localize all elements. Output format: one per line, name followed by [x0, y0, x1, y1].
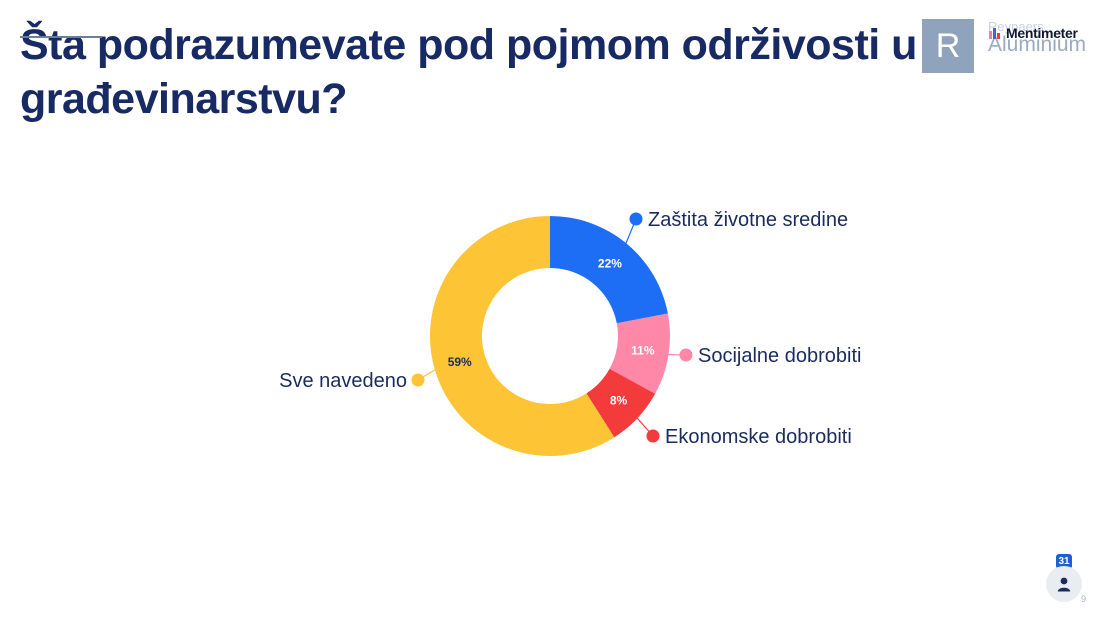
value-label-zastita-zivotne-sredine: 22% [598, 257, 622, 271]
slice-sve-navedeno [429, 216, 615, 456]
legend-label-zastita-zivotne-sredine: Zaštita životne sredine [648, 209, 848, 231]
legend-label-socijalne-dobrobiti: Socijalne dobrobiti [698, 345, 861, 367]
value-label-socijalne-dobrobiti: 11% [631, 344, 655, 358]
brand-logo-mark: R [922, 19, 974, 73]
logo-ghost-text: Reynaers [988, 19, 1044, 34]
participant-count-badge: 31 [1056, 554, 1072, 569]
legend-label-ekonomske-dobrobiti: Ekonomske dobrobiti [665, 426, 852, 448]
legend-label-sve-navedeno: Sve navedeno [279, 370, 407, 392]
mentimeter-mark-icon [989, 27, 1000, 39]
mentimeter-logo: Mentimeter [989, 25, 1078, 41]
mentimeter-brand-label: Mentimeter [1006, 25, 1078, 41]
value-label-ekonomske-dobrobiti: 8% [610, 393, 628, 407]
title-accent-line [20, 36, 102, 38]
legend-dot-zastita-zivotne-sredine [629, 212, 643, 226]
page-number: 9 [1081, 594, 1087, 604]
legend-dot-socijalne-dobrobiti [679, 348, 693, 362]
legend-dot-sve-navedeno [411, 373, 425, 387]
value-label-sve-navedeno: 59% [448, 355, 472, 369]
slice-socijalne-dobrobiti [609, 313, 670, 394]
page-title: Šta podrazumevate pod pojmom održivosti … [20, 21, 917, 123]
legend-dot-ekonomske-dobrobiti [646, 429, 660, 443]
participants-button[interactable] [1046, 566, 1082, 602]
chart-labels: 22% Zaštita životne sredine 11% Socijalne d… [279, 209, 861, 448]
chart-slices [429, 216, 670, 456]
user-icon [1057, 577, 1071, 592]
slice-ekonomske-dobrobiti [586, 368, 656, 438]
brand-logo-text: Aluminium [988, 33, 1087, 56]
slice-zastita-zivotne-sredine [550, 216, 668, 324]
